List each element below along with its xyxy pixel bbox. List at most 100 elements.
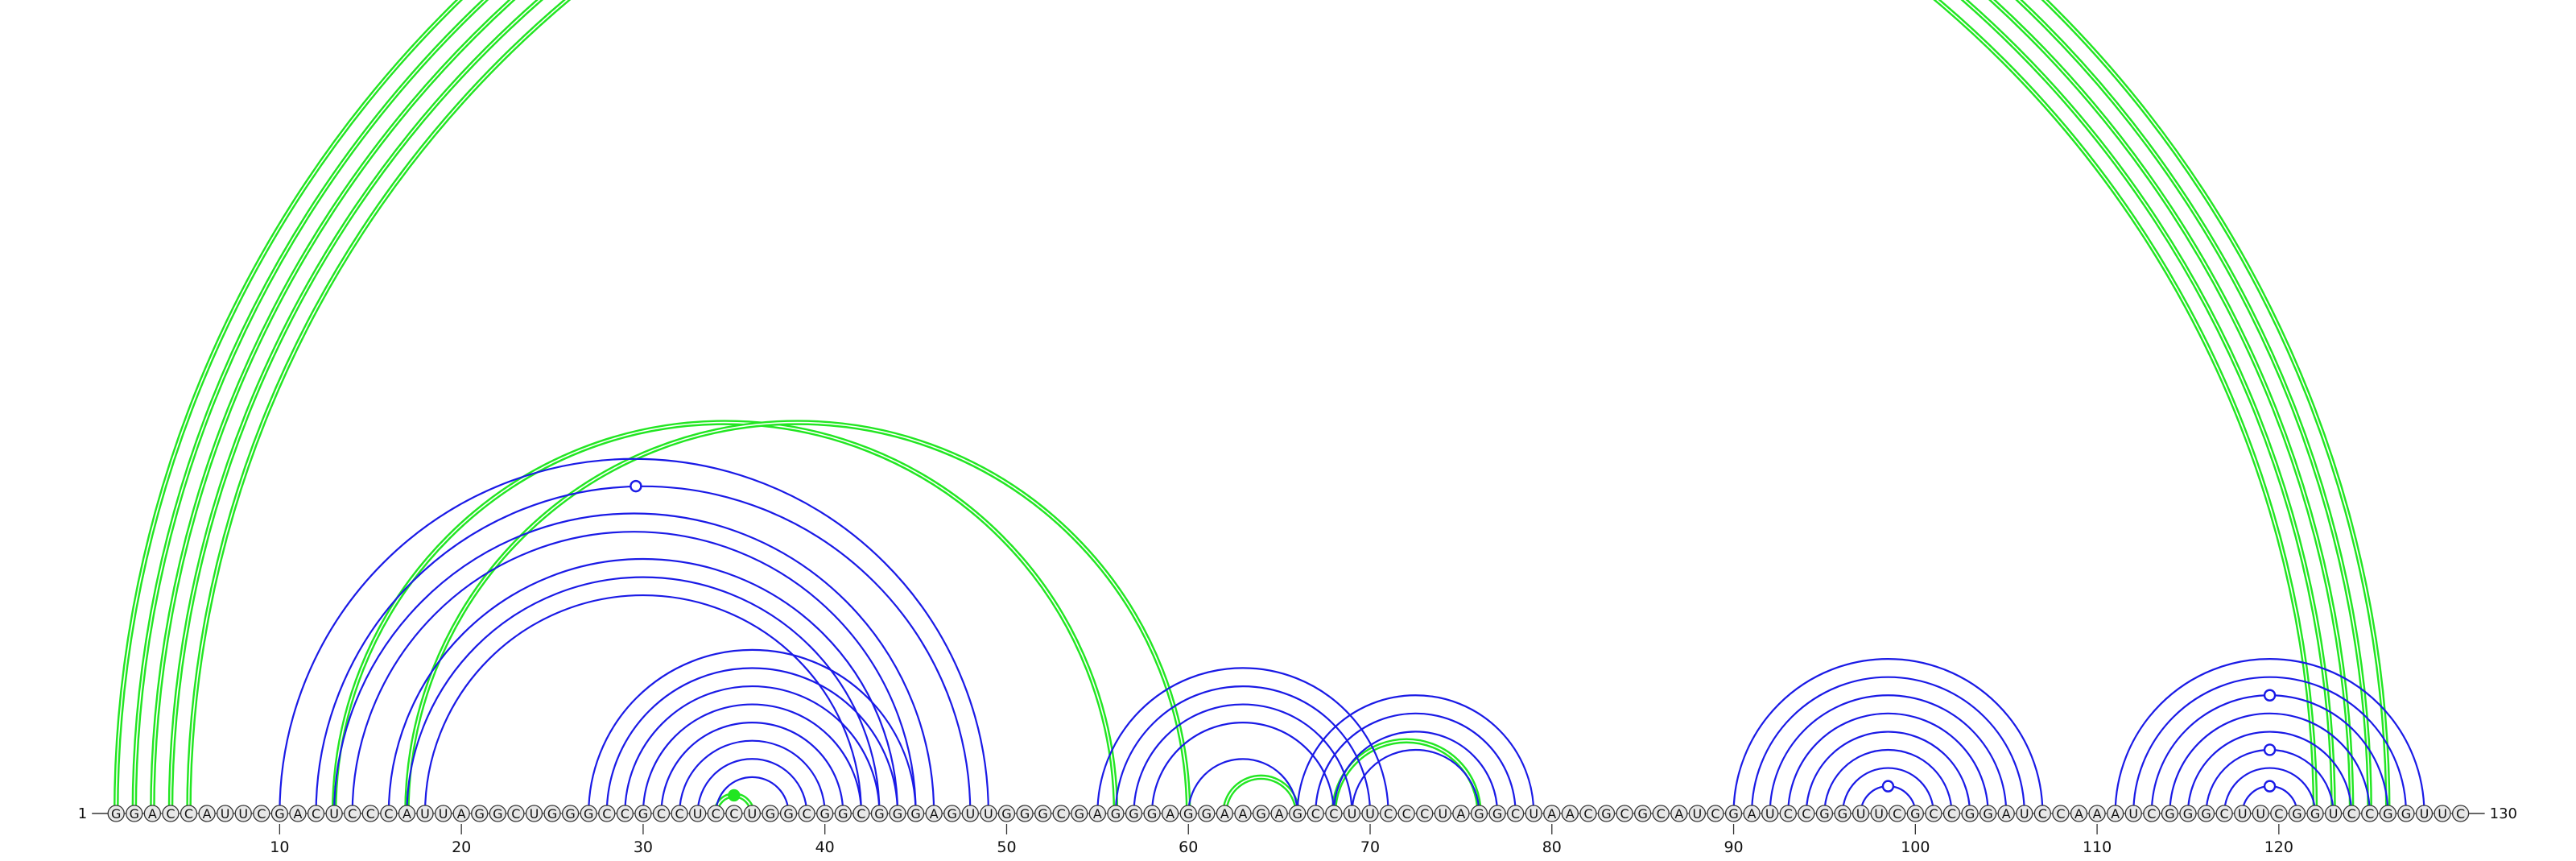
nucleotide-letter: C: [602, 806, 611, 822]
nucleotide-letter: U: [2256, 806, 2265, 822]
nucleotide-100: G: [1906, 805, 1926, 822]
arcs-layer: [113, 0, 2425, 814]
nucleotide-letter: G: [1474, 806, 1484, 822]
nucleotide-circle: [1779, 805, 1797, 822]
tick-label: 110: [2083, 838, 2112, 856]
nucleotide-letter: C: [1711, 806, 1719, 822]
nucleotide-letter: C: [1583, 806, 1592, 822]
nucleotide-letter: G: [947, 806, 957, 822]
nucleotide-84: C: [1616, 805, 1635, 822]
nucleotide-101: C: [1925, 805, 1944, 822]
nucleotide-circle: [1834, 805, 1852, 822]
nucleotide-114: G: [2161, 805, 2180, 822]
nucleotide-circle: [870, 805, 889, 822]
nucleotide-82: C: [1579, 805, 1599, 822]
nucleotide-circle: [997, 805, 1016, 822]
tick-label: 120: [2264, 838, 2293, 856]
base-pair-arc-17-43: [407, 577, 879, 813]
nucleotide-circle: [1198, 805, 1216, 822]
tick-axis-layer: 10 20 30 40 50 60 70 80 90 100 110 120: [270, 824, 2293, 856]
nucleotide-letter: G: [1256, 806, 1265, 822]
nucleotide-letter: U: [965, 806, 975, 822]
nucleotide-letter: U: [2238, 806, 2248, 822]
tick-label: 70: [1360, 838, 1380, 856]
nucleotide-letter: G: [1910, 806, 1920, 822]
nucleotide-letter: U: [2438, 806, 2447, 822]
nucleotide-125: C: [2361, 805, 2380, 822]
nucleotide-circle: [2088, 805, 2106, 822]
nucleotide-letter: U: [984, 806, 993, 822]
nucleotide-circle: [1743, 805, 1761, 822]
arc-stroke: [387, 558, 899, 814]
arc-stroke: [1751, 677, 2025, 814]
nucleotide-letter: U: [329, 806, 339, 822]
base-pair-arc-117-122: [2223, 767, 2317, 814]
base-pair-arc-33-39: [696, 758, 808, 814]
base-pair-arc-28-44: [605, 667, 899, 814]
nucleotide-circle: [816, 805, 834, 822]
nucleotide-circle: [1179, 805, 1197, 822]
arc-stroke: [1296, 694, 1535, 814]
nucleotide-76: G: [1470, 805, 1490, 822]
nucleotide-letter: C: [312, 806, 320, 822]
nucleotide-33: U: [689, 805, 708, 822]
nucleotide-98: U: [1870, 805, 1889, 822]
nucleotide-letter: G: [819, 806, 829, 822]
nucleotide-circle: [943, 805, 961, 822]
nucleotide-letter: G: [2165, 806, 2174, 822]
nucleotide-circle: [1634, 805, 1652, 822]
base-pair-arc-111-128: [2114, 658, 2425, 814]
nucleotide-63: A: [1234, 805, 1253, 822]
base-pair-arc-10-49: [279, 457, 989, 814]
nucleotide-letter: A: [1566, 806, 1575, 822]
nucleotide-17: A: [398, 805, 418, 822]
nucleotide-104: G: [1979, 805, 1999, 822]
nucleotide-88: U: [1688, 805, 1707, 822]
nucleotide-circle: [1016, 805, 1034, 822]
nucleotide-86: C: [1652, 805, 1671, 822]
arc-stroke: [351, 531, 917, 814]
nucleotide-circle: [361, 805, 379, 822]
arc-stroke: [2169, 712, 2371, 814]
base-pair-arc-93-104: [1787, 712, 1989, 814]
nucleotide-letter: A: [1456, 806, 1465, 822]
nucleotide-27: G: [580, 805, 599, 822]
nucleotide-circle: [1815, 805, 1834, 822]
nucleotide-letter: C: [1057, 806, 1066, 822]
nucleotide-letter: C: [257, 806, 266, 822]
arc-stroke: [1787, 712, 1989, 814]
nucleotide-23: C: [507, 805, 526, 822]
nucleotide-35: C: [725, 805, 745, 822]
nucleotide-letter: G: [1293, 806, 1302, 822]
arc-inner-gap: [407, 423, 1188, 813]
nucleotide-87: A: [1670, 805, 1690, 822]
tick-20: 20: [452, 824, 471, 856]
nucleotide-circle: [689, 805, 707, 822]
nucleotide-59: A: [1162, 805, 1181, 822]
nucleotide-91: A: [1743, 805, 1762, 822]
nucleotide-circle: [2161, 805, 2179, 822]
nucleotide-letter: G: [1601, 806, 1611, 822]
nucleotide-circle: [1798, 805, 1815, 822]
nucleotide-95: G: [1815, 805, 1835, 822]
nucleotide-letter: U: [221, 806, 230, 822]
nucleotide-119: U: [2252, 805, 2271, 822]
arc-stroke: [1114, 685, 1372, 814]
arc-stroke: [2223, 767, 2317, 814]
base-pair-arc-95-102: [1823, 748, 1953, 814]
nucleotide-letter: C: [2038, 806, 2047, 822]
nucleotide-circle: [2179, 805, 2197, 822]
nucleotide-61: G: [1198, 805, 1217, 822]
nucleotide-3: A: [143, 805, 163, 822]
nucleotide-letter: A: [1547, 806, 1556, 822]
arc-stroke: [423, 594, 862, 814]
tick-10: 10: [270, 824, 289, 856]
arc-outer-stroke: [134, 0, 2370, 813]
nucleotide-letter: A: [1093, 806, 1102, 822]
nucleotide-58: G: [1143, 805, 1162, 822]
nucleotide-circle: [2252, 805, 2269, 822]
base-pair-arc-68-77: [1332, 731, 1499, 814]
nucleotide-54: G: [1071, 805, 1090, 822]
nucleotide-13: U: [325, 805, 345, 822]
